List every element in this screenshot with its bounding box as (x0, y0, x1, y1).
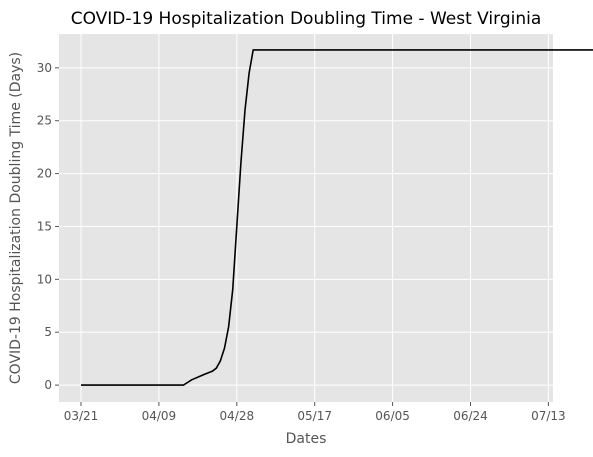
x-axis-label: Dates (286, 431, 327, 447)
x-tick-label: 06/24 (453, 409, 488, 423)
x-tick-label: 07/13 (531, 409, 566, 423)
x-tick-label: 04/28 (220, 409, 255, 423)
doubling-time-line (81, 49, 593, 386)
y-axis-label: COVID-19 Hospitalization Doubling Time (… (8, 52, 24, 384)
y-tick-label: 15 (37, 219, 52, 233)
y-tick-label: 10 (37, 272, 52, 286)
x-tick-label: 06/05 (375, 409, 410, 423)
y-tick-label: 25 (37, 114, 52, 128)
y-tick-label: 20 (37, 167, 52, 181)
x-tick-label: 04/09 (142, 409, 177, 423)
x-tick-label: 05/17 (297, 409, 332, 423)
chart-title: COVID-19 Hospitalization Doubling Time -… (71, 9, 542, 29)
y-tick-label: 5 (44, 325, 52, 339)
grid (59, 34, 553, 402)
y-tick-label: 0 (44, 378, 52, 392)
plot-area (59, 34, 553, 402)
axis-ticks: 03/2104/0904/2805/1706/0506/2407/1308/01… (37, 61, 566, 423)
y-tick-label: 30 (37, 61, 52, 75)
x-tick-label: 03/21 (64, 409, 99, 423)
